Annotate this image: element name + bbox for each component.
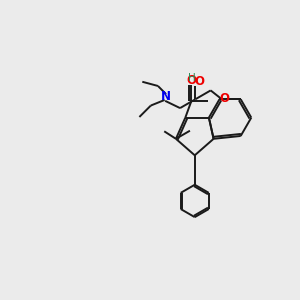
Text: O: O [220,92,230,106]
Text: O: O [186,74,197,87]
Text: H: H [188,73,196,83]
Text: O: O [194,75,204,88]
Text: N: N [161,90,171,103]
